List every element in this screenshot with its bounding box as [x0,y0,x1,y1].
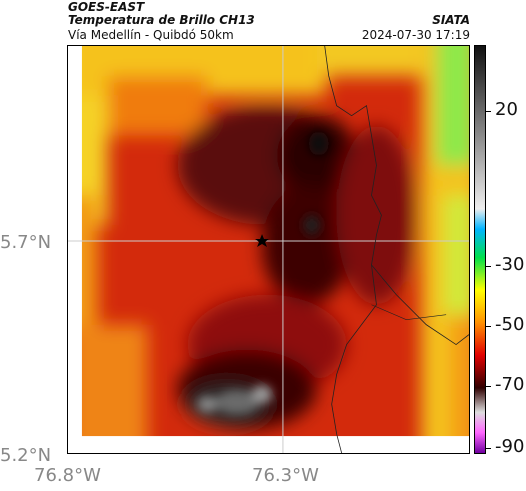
colorbar-label-minus30: -30 [495,254,525,275]
colorbar-tick [486,448,491,449]
colorbar [474,45,486,454]
colorbar-gradient [475,46,485,453]
colorbar-tick [486,326,491,327]
border-line-inner [371,304,447,320]
product-title: Temperatura de Brillo CH13 [68,13,255,27]
border-line-east [371,264,469,346]
colorbar-label-minus70: -70 [495,374,525,395]
brand-label: SIATA [432,13,470,27]
lon-label-76-3: 76.3°W [252,465,319,486]
map-panel[interactable] [67,45,470,454]
location-star-icon[interactable] [255,234,269,248]
cold-cloud-tops [197,131,329,415]
timestamp-label: 2024-07-30 17:19 [361,28,470,42]
colorbar-label-20: 20 [495,99,518,120]
colorbar-tick [486,266,491,267]
map-left-margin [68,46,82,453]
satellite-title: GOES-EAST [68,0,145,14]
colorbar-label-minus90: -90 [495,436,525,457]
lat-label-5-7: 5.7°N [0,232,52,253]
lat-label-5-2: 5.2°N [0,445,52,466]
colorbar-label-minus50: -50 [495,314,525,335]
colorbar-tick [486,111,491,112]
map-bottom-margin [68,436,469,453]
region-subtitle: Vía Medellín - Quibdó 50km [68,28,234,42]
lon-label-76-8: 76.8°W [34,465,101,486]
border-line [324,46,382,453]
brightness-temperature-map [68,46,469,453]
colorbar-tick [486,386,491,387]
